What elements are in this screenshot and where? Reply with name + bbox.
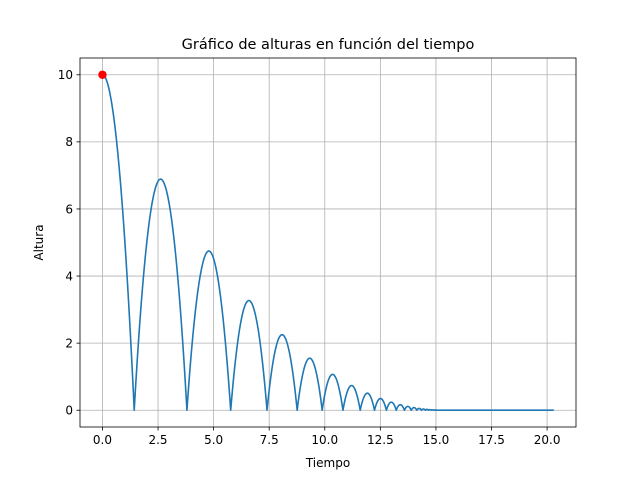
x-tick-label: 7.5 bbox=[260, 433, 279, 447]
x-tick-label: 2.5 bbox=[148, 433, 167, 447]
y-tick-label: 0 bbox=[65, 404, 73, 418]
y-axis-label: Altura bbox=[32, 224, 46, 260]
chart-title: Gráfico de alturas en función del tiempo bbox=[182, 37, 475, 53]
y-tick-label: 10 bbox=[58, 68, 73, 82]
start-point-marker bbox=[98, 70, 107, 79]
x-tick-label: 5.0 bbox=[204, 433, 223, 447]
y-tick-label: 2 bbox=[65, 336, 73, 350]
x-tick-label: 15.0 bbox=[423, 433, 450, 447]
x-tick-label: 20.0 bbox=[534, 433, 561, 447]
axes-frame bbox=[79, 57, 577, 428]
x-tick-label: 12.5 bbox=[367, 433, 394, 447]
y-tick-label: 6 bbox=[65, 202, 73, 216]
grid bbox=[80, 58, 576, 427]
height-series-line bbox=[102, 73, 554, 412]
x-tick-label: 0.0 bbox=[93, 433, 112, 447]
x-tick-label: 10.0 bbox=[311, 433, 338, 447]
ticks: 0.0 2.5 5.0 7.5 10.0 12.5 15.0 17.5 20.0 0 2 4 6 8 10 bbox=[58, 68, 561, 447]
y-tick-label: 8 bbox=[65, 135, 73, 149]
x-tick-label: 17.5 bbox=[478, 433, 505, 447]
y-tick-label: 4 bbox=[65, 269, 73, 283]
x-axis-label: Tiempo bbox=[305, 456, 350, 470]
series-layer bbox=[98, 70, 554, 412]
plot-frame bbox=[79, 57, 577, 428]
